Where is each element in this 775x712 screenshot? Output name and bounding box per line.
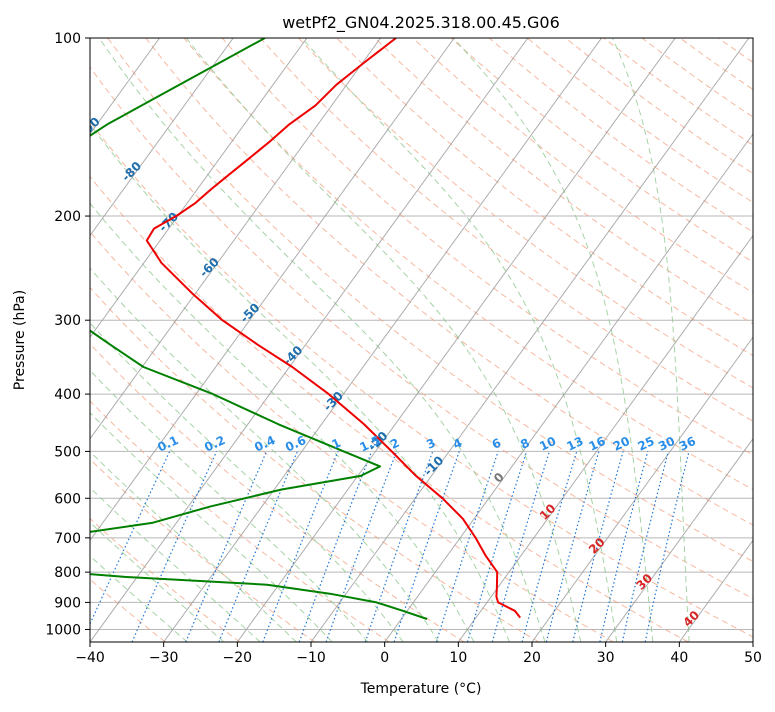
isotherm-label: -50 (237, 300, 262, 325)
mixing-ratio-line (82, 451, 170, 642)
isotherm-label: -70 (156, 209, 181, 234)
dry-adiabat (337, 38, 775, 642)
dry-adiabat (0, 38, 539, 642)
isotherm-line (0, 38, 307, 642)
isotherm-label: 30 (634, 571, 656, 593)
y-tick-label: 300 (54, 313, 81, 329)
isotherm-label: -10 (421, 453, 446, 478)
moist-adiabat (186, 38, 580, 642)
dry-adiabat (375, 38, 775, 642)
moist-adiabat (99, 38, 545, 642)
plot-frame (90, 38, 753, 642)
mixing-ratio-line (394, 451, 459, 642)
isobar-grid (90, 38, 753, 629)
x-axis-label: Temperature (°C) (360, 681, 482, 697)
isotherm-label: 0 (491, 470, 507, 486)
temperature-profile (147, 38, 520, 618)
isotherm-line (0, 38, 381, 642)
moist-adiabat (0, 38, 403, 642)
mixing-ratio-line (263, 451, 338, 642)
mixing-ratio-line (132, 451, 217, 642)
isotherm-line (532, 38, 775, 642)
y-tick-label: 700 (54, 531, 81, 547)
mixing-ratio-label: 16 (587, 434, 608, 454)
mixing-ratio-line (645, 451, 689, 642)
isotherm-label: -40 (280, 343, 305, 368)
moist-adiabat (0, 38, 224, 642)
mixing-ratio-label: 3 (424, 436, 437, 452)
x-tick-label: −20 (223, 650, 253, 666)
mixing-ratio-line (365, 451, 432, 642)
dry-adiabat (222, 38, 775, 642)
mixing-ratio-line (600, 451, 648, 642)
y-tick-label: 100 (54, 31, 81, 47)
y-tick-label: 1000 (45, 622, 81, 638)
mixing-ratio-label: 13 (565, 434, 586, 454)
isotherm-label: -100 (38, 60, 69, 91)
x-tick-label: 20 (523, 650, 541, 666)
dry-adiabat (184, 38, 775, 642)
y-axis-ticks: 100 200 300 400 500 600 700 800 900 1000 (45, 31, 90, 638)
dry-adiabat (108, 38, 775, 642)
dry-adiabat (604, 38, 775, 642)
x-axis-ticks: −40 −30 −20 −10 0 10 20 30 40 50 (75, 642, 762, 666)
mixing-ratio-label: 10 (537, 434, 558, 454)
y-axis-label: Pressure (hPa) (12, 290, 28, 390)
isotherm-line (606, 38, 775, 642)
isotherm-line (0, 38, 12, 642)
y-tick-label: 900 (54, 595, 81, 611)
isotherm-line (385, 38, 775, 642)
x-tick-label: 0 (380, 650, 389, 666)
mixing-ratio-label: 20 (611, 434, 632, 454)
y-tick-label: 400 (54, 387, 81, 403)
mixing-ratio-line (436, 451, 498, 642)
isotherm-label: 10 (537, 501, 559, 523)
dry-adiabat (146, 38, 775, 642)
dry-adiabat (642, 38, 775, 642)
x-tick-label: 40 (670, 650, 688, 666)
mixing-ratio-line (622, 451, 668, 642)
mixing-ratio-label: 30 (656, 434, 677, 454)
mixing-ratio-label: 6 (490, 436, 503, 452)
isotherm-label: -60 (197, 255, 222, 280)
x-tick-label: −30 (149, 650, 179, 666)
x-tick-label: 10 (449, 650, 467, 666)
isotherm-line (16, 38, 454, 642)
isotherm-line (164, 38, 602, 642)
y-tick-label: 500 (54, 444, 81, 460)
moist-adiabat (0, 38, 332, 642)
x-tick-label: −10 (296, 650, 326, 666)
dry-adiabat (70, 38, 775, 642)
mixing-ratio-label: 4 (451, 436, 464, 452)
y-tick-label: 600 (54, 491, 81, 507)
moist-adiabat (0, 38, 260, 642)
x-tick-label: 50 (744, 650, 762, 666)
isotherm-line (237, 38, 675, 642)
isotherm-label: 40 (680, 608, 702, 630)
x-tick-label: 30 (597, 650, 615, 666)
moist-adiabat (302, 38, 617, 642)
isotherm-line (753, 38, 775, 642)
isotherm-line (90, 38, 528, 642)
isotherm-line (311, 38, 749, 642)
moist-adiabat (0, 38, 474, 642)
x-tick-label: −40 (75, 650, 105, 666)
mixing-ratio-label: 8 (518, 436, 531, 452)
moist-adiabat (0, 38, 438, 642)
dry-adiabat (756, 38, 775, 642)
mixing-ratio-label: 25 (636, 434, 657, 454)
dry-adiabat (0, 38, 464, 642)
y-tick-label: 800 (54, 565, 81, 581)
y-tick-label: 200 (54, 209, 81, 225)
dry-adiabat (0, 38, 240, 642)
mixing-ratio-line (186, 451, 267, 642)
dry-adiabat (299, 38, 775, 642)
dry-adiabat (527, 38, 775, 642)
moist-adiabat (0, 38, 368, 642)
chart-title: wetPf2_GN04.2025.318.00.45.G06 (282, 13, 560, 33)
